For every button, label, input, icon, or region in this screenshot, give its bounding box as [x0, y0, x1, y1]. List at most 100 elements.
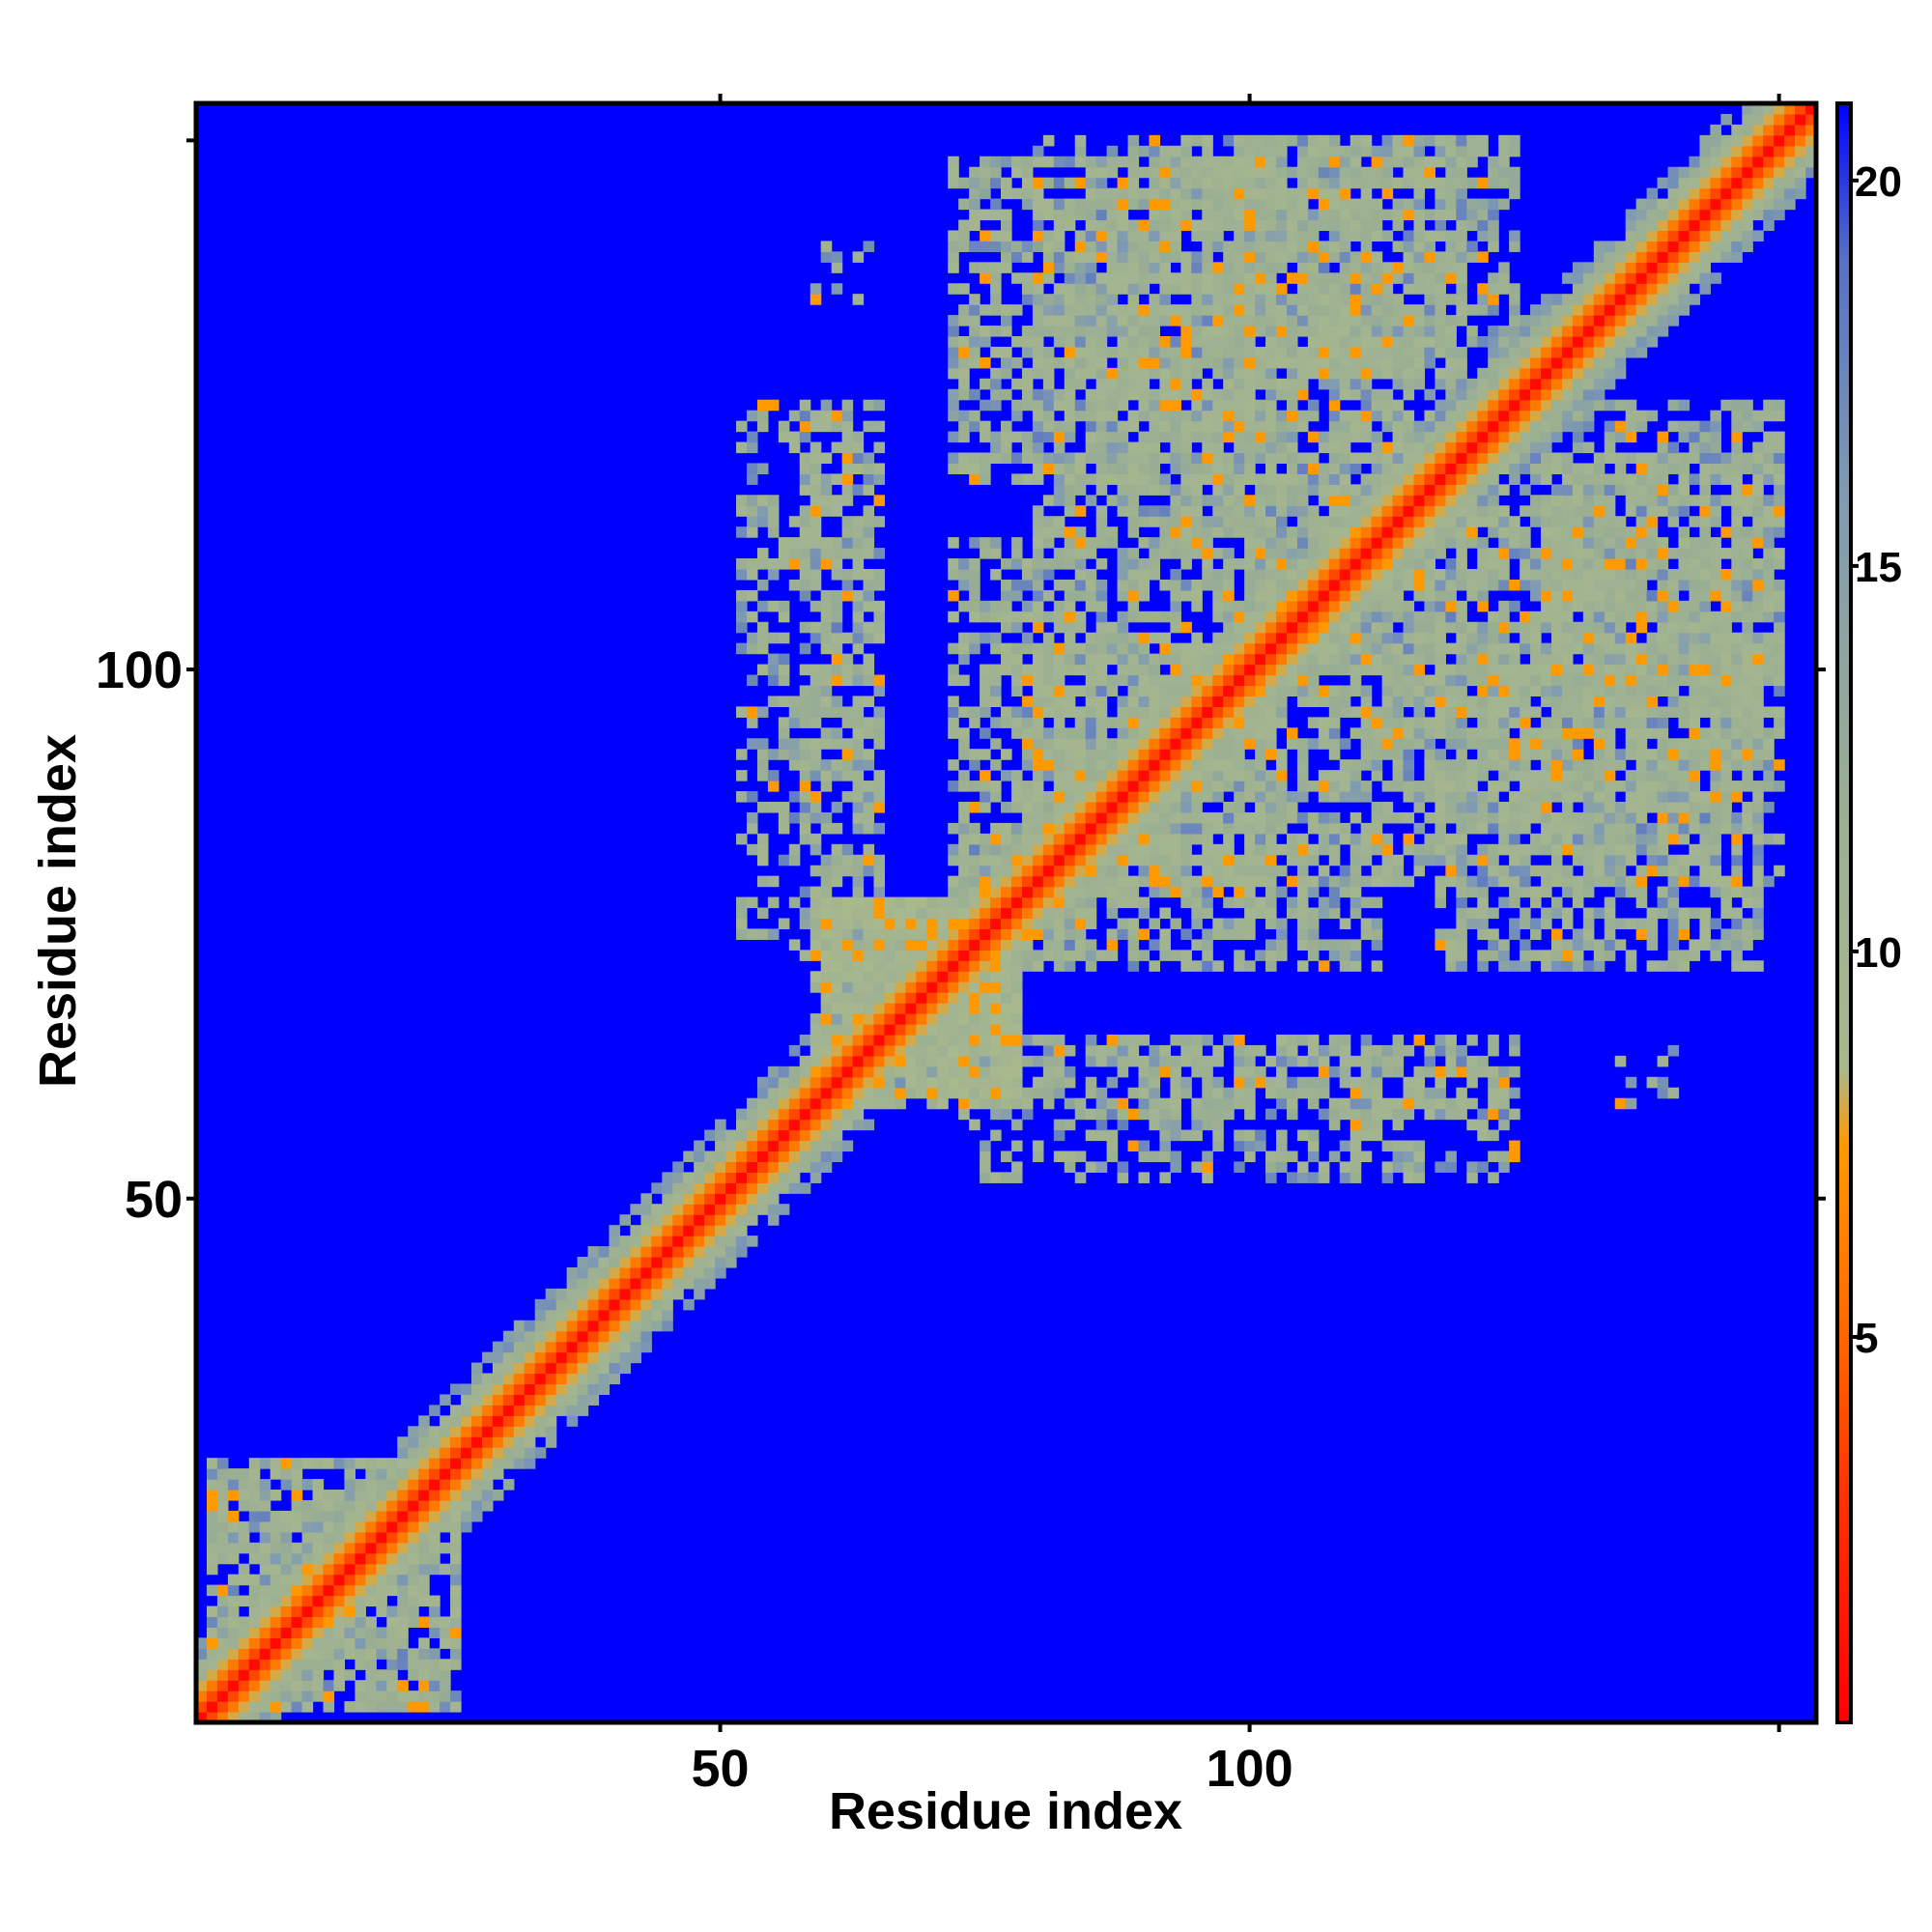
- heatmap-cell: [1117, 420, 1129, 433]
- heatmap-cell: [937, 1034, 949, 1046]
- heatmap-cell: [1403, 241, 1415, 252]
- heatmap-cell: [1360, 315, 1373, 327]
- heatmap-cell: [1085, 548, 1097, 559]
- heatmap-cell: [429, 1552, 440, 1565]
- heatmap-cell: [1095, 473, 1108, 485]
- heatmap-cell: [1202, 431, 1213, 443]
- heatmap-cell: [1255, 843, 1266, 856]
- heatmap-cell: [1180, 526, 1192, 538]
- heatmap-cell: [1371, 1055, 1383, 1067]
- heatmap-cell: [1244, 918, 1256, 930]
- heatmap-cell: [799, 781, 811, 792]
- heatmap-cell: [1149, 685, 1161, 697]
- heatmap-cell: [1021, 854, 1034, 867]
- heatmap-cell: [1318, 781, 1330, 792]
- heatmap-cell: [1223, 262, 1235, 273]
- heatmap-cell: [1339, 1065, 1351, 1078]
- heatmap-cell: [1021, 801, 1034, 813]
- heatmap-cell: [1360, 367, 1373, 380]
- heatmap-cell: [344, 1563, 356, 1576]
- heatmap-cell: [397, 1680, 409, 1691]
- heatmap-cell: [948, 1003, 959, 1014]
- heatmap-cell: [1296, 865, 1309, 877]
- heatmap-cell: [355, 1574, 366, 1586]
- heatmap-cell: [1328, 621, 1341, 634]
- heatmap-cell: [1064, 833, 1076, 845]
- heatmap-cell: [799, 811, 811, 824]
- heatmap-cell: [1021, 717, 1034, 728]
- heatmap-cell: [1032, 579, 1044, 591]
- heatmap-cell: [1318, 738, 1330, 750]
- heatmap-cell: [1180, 420, 1192, 433]
- heatmap-cell: [852, 611, 865, 623]
- heatmap-cell: [1328, 473, 1341, 485]
- heatmap-cell: [1339, 759, 1351, 771]
- heatmap-cell: [1212, 685, 1224, 697]
- heatmap-cell: [990, 886, 1002, 898]
- heatmap-cell: [248, 1637, 261, 1649]
- heatmap-cell: [1223, 717, 1235, 728]
- heatmap-cell: [408, 1595, 419, 1607]
- heatmap-cell: [216, 1605, 229, 1618]
- heatmap-cell: [1064, 918, 1076, 930]
- heatmap-cell: [990, 843, 1002, 856]
- heatmap-cell: [238, 1542, 250, 1554]
- heatmap-cell: [1286, 251, 1298, 263]
- heatmap-cell: [1021, 822, 1034, 835]
- heatmap-cell: [1350, 854, 1362, 867]
- heatmap-cell: [926, 918, 938, 930]
- heatmap-cell: [1212, 811, 1224, 824]
- heatmap-cell: [810, 674, 822, 687]
- heatmap-cell: [566, 1394, 579, 1406]
- heatmap-cell: [1255, 505, 1266, 517]
- heatmap-cell: [1265, 304, 1277, 316]
- heatmap-cell: [280, 1701, 293, 1713]
- heatmap-cell: [1328, 791, 1341, 803]
- heatmap-cell: [1339, 452, 1351, 465]
- heatmap-cell: [1307, 230, 1320, 242]
- heatmap-cell: [461, 1468, 472, 1480]
- heatmap-cell: [1127, 918, 1140, 930]
- heatmap-cell: [1138, 452, 1151, 465]
- heatmap-cell: [1127, 272, 1140, 284]
- heatmap-cell: [1339, 558, 1351, 570]
- heatmap-cell: [1085, 346, 1097, 358]
- heatmap-cell: [1296, 262, 1309, 273]
- heatmap-cell: [1371, 177, 1383, 189]
- heatmap-cell: [1371, 272, 1383, 284]
- heatmap-cell: [1255, 304, 1266, 316]
- heatmap-cell: [1170, 452, 1181, 465]
- heatmap-cell: [1286, 484, 1298, 496]
- heatmap-cell: [1180, 770, 1192, 781]
- heatmap-cell: [1318, 632, 1330, 644]
- heatmap-cell: [1360, 209, 1373, 221]
- heatmap-cell: [376, 1479, 387, 1491]
- heatmap-cell: [1085, 907, 1097, 920]
- heatmap-cell: [555, 1351, 568, 1364]
- heatmap-cell: [969, 992, 980, 1004]
- heatmap-cell: [397, 1520, 409, 1533]
- heatmap-cell: [948, 177, 959, 189]
- heatmap-cell: [1191, 738, 1203, 750]
- heatmap-cell: [1042, 241, 1055, 252]
- heatmap-cell: [937, 960, 949, 972]
- heatmap-cell: [1085, 600, 1097, 612]
- heatmap-cell: [1085, 950, 1097, 961]
- heatmap-cell: [980, 537, 991, 549]
- heatmap-cell: [1010, 1065, 1023, 1078]
- heatmap-cell: [238, 1499, 250, 1512]
- heatmap-cell: [863, 516, 875, 527]
- heatmap-cell: [1202, 335, 1213, 348]
- heatmap-cell: [1296, 187, 1309, 200]
- heatmap-cell: [1117, 335, 1129, 348]
- heatmap-cell: [1117, 875, 1129, 888]
- heatmap-cell: [1360, 283, 1373, 295]
- heatmap-cell: [810, 907, 822, 920]
- heatmap-cell: [1021, 791, 1034, 803]
- heatmap-cell: [1265, 431, 1277, 443]
- heatmap-cell: [1413, 230, 1426, 242]
- heatmap-cell: [355, 1584, 366, 1597]
- heatmap-cell: [831, 589, 843, 602]
- heatmap-cell: [513, 1458, 526, 1469]
- heatmap-cell: [1010, 579, 1023, 591]
